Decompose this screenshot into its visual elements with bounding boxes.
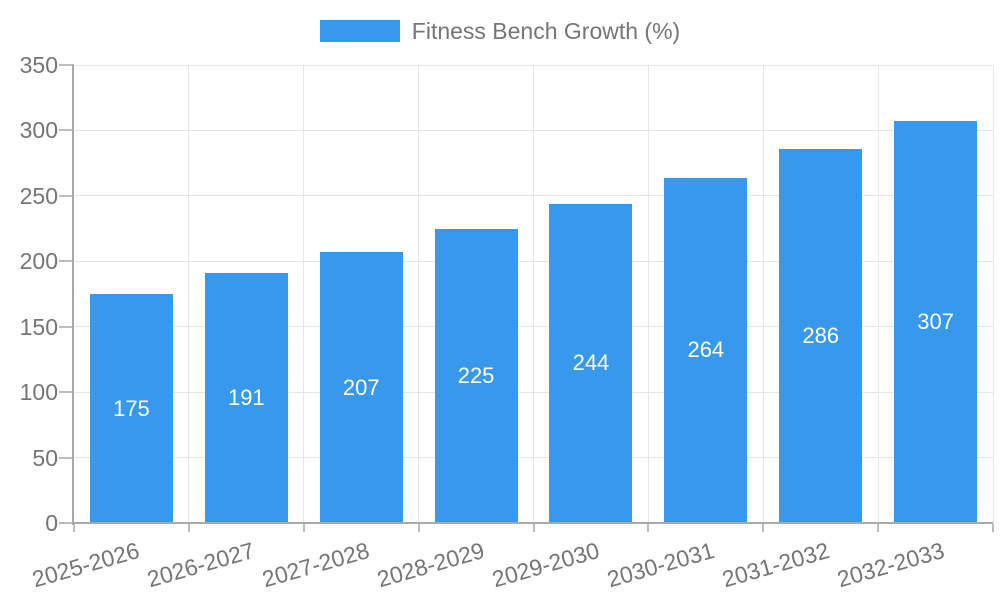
y-tick-label: 300 <box>19 117 58 144</box>
legend-swatch <box>319 20 400 42</box>
bar[interactable]: 225 <box>434 228 518 523</box>
chart-legend[interactable]: Fitness Bench Growth (%) <box>0 17 1000 45</box>
bar[interactable]: 191 <box>204 273 288 523</box>
y-tick <box>59 64 74 66</box>
y-tick-label: 50 <box>32 444 58 471</box>
x-tick <box>532 524 535 532</box>
x-tick-label: 2027-2028 <box>259 537 373 593</box>
v-gridline <box>418 65 420 523</box>
bar[interactable]: 264 <box>664 177 748 523</box>
x-tick-label: 2029-2030 <box>489 537 603 593</box>
y-tick-label: 350 <box>19 52 58 78</box>
bar[interactable]: 207 <box>319 252 403 523</box>
x-tick-label: 2031-2032 <box>718 537 832 593</box>
x-tick <box>992 524 994 532</box>
y-tick <box>59 129 74 132</box>
y-tick <box>59 522 74 524</box>
bar-value-label: 191 <box>227 385 265 411</box>
v-gridline <box>877 65 879 523</box>
x-tick-label: 2030-2031 <box>604 537 717 593</box>
y-tick-label: 0 <box>45 510 58 536</box>
bar[interactable]: 307 <box>894 121 978 523</box>
y-tick-label: 150 <box>19 313 58 340</box>
bar[interactable]: 175 <box>89 294 173 523</box>
x-tick <box>762 524 765 532</box>
y-tick <box>59 194 74 197</box>
bar-value-label: 175 <box>113 395 150 421</box>
y-tick-label: 100 <box>19 379 58 406</box>
bar-value-label: 286 <box>802 322 840 348</box>
y-tick-label: 250 <box>19 182 58 209</box>
y-tick <box>59 325 74 328</box>
v-gridline <box>992 65 994 523</box>
bar-value-label: 264 <box>687 337 725 363</box>
y-tick <box>59 456 74 459</box>
x-tick-label: 2028-2029 <box>374 537 488 593</box>
bar-value-label: 244 <box>572 350 610 376</box>
x-tick <box>302 524 305 532</box>
v-gridline <box>533 65 534 523</box>
v-gridline <box>647 65 649 523</box>
y-axis-line <box>72 65 74 525</box>
bar-value-label: 207 <box>342 374 380 400</box>
x-tick <box>73 524 75 532</box>
x-tick <box>417 524 420 532</box>
y-tick-label: 200 <box>19 248 58 275</box>
x-tick-label: 2025-2026 <box>29 537 143 593</box>
v-gridline <box>303 65 305 523</box>
x-tick <box>647 524 650 532</box>
v-gridline <box>188 65 190 523</box>
bar-value-label: 307 <box>917 309 954 335</box>
bar[interactable]: 286 <box>779 148 863 523</box>
y-tick <box>59 391 74 394</box>
legend-label: Fitness Bench Growth (%) <box>411 17 681 44</box>
v-gridline <box>762 65 764 523</box>
y-tick <box>59 260 74 263</box>
x-tick-label: 2032-2033 <box>833 537 947 593</box>
x-axis-line <box>72 522 993 524</box>
x-tick <box>187 524 190 532</box>
x-tick <box>877 524 880 532</box>
bar[interactable]: 244 <box>549 203 633 523</box>
x-tick-label: 2026-2027 <box>144 537 258 593</box>
bar-value-label: 225 <box>457 362 495 388</box>
